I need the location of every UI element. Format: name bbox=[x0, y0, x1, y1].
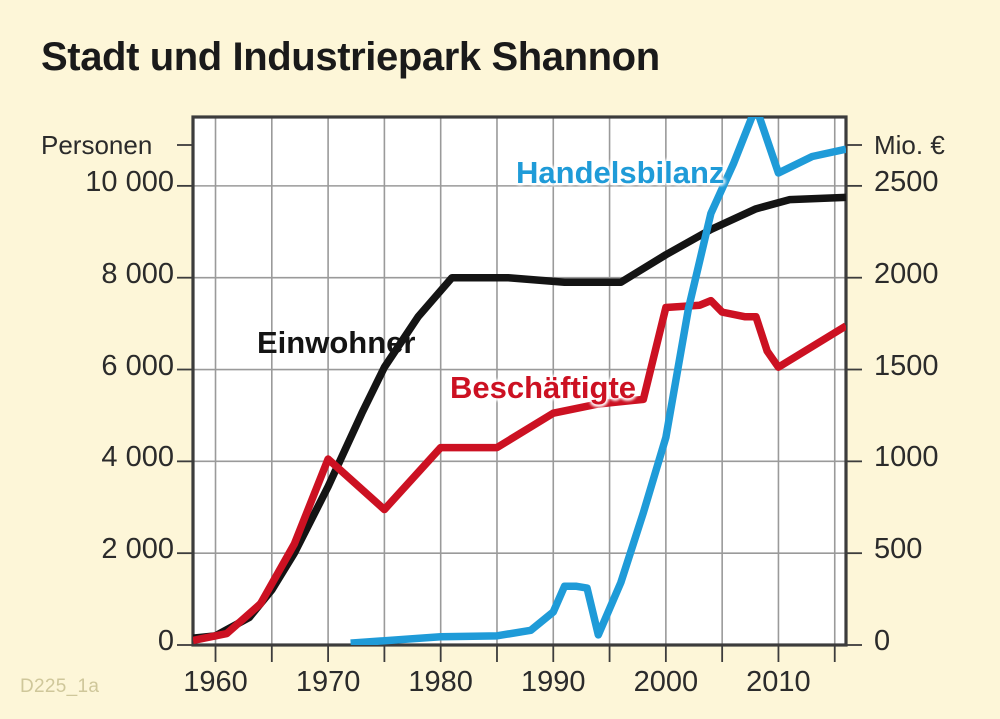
y-axis-tick-label-right: 1000 bbox=[874, 441, 939, 474]
left-axis-unit-label: Personen bbox=[41, 130, 153, 160]
plot-area-background bbox=[193, 117, 846, 645]
y-axis-tick-label-right: 500 bbox=[874, 533, 923, 566]
page-title: Stadt und Industriepark Shannon bbox=[41, 35, 660, 79]
series-label-handelsbilanz: Handelsbilanz bbox=[516, 155, 725, 190]
x-axis-tick-label: 2010 bbox=[746, 666, 811, 698]
series-line-handelsbilanz bbox=[350, 117, 846, 645]
series-group bbox=[193, 117, 846, 645]
x-axis-tick-label: 2000 bbox=[633, 666, 699, 698]
series-label-einwohner: Einwohner bbox=[257, 325, 416, 360]
figure-code: D225_1a bbox=[20, 676, 100, 697]
y-axis-tick-label-left: 0 bbox=[157, 625, 174, 657]
right-axis-unit-label: Mio. € bbox=[874, 130, 945, 160]
x-axis-tick-label: 1960 bbox=[183, 666, 248, 698]
x-axis-tick-label: 1980 bbox=[408, 666, 473, 698]
x-axis-tick-label: 1970 bbox=[295, 666, 361, 698]
y-axis-tick-label-left: 10 000 bbox=[85, 165, 174, 198]
y-axis-tick-label-left: 4 000 bbox=[101, 441, 174, 474]
plot-frame bbox=[191, 115, 848, 647]
y-axis-tick-label-right: 0 bbox=[874, 625, 891, 657]
series-line-beschftigte bbox=[193, 296, 846, 645]
y-axis-tick-label-right: 2500 bbox=[874, 165, 939, 198]
y-axis-tick-label-right: 2000 bbox=[874, 257, 939, 290]
y-axis-tick-label-left: 2 000 bbox=[101, 533, 174, 566]
series-label-beschftigte: Beschäftigte bbox=[450, 370, 637, 405]
y-axis-tick-label-left: 6 000 bbox=[101, 349, 174, 382]
x-axis-tick-label: 1990 bbox=[521, 666, 586, 698]
y-axis-tick-label-right: 1500 bbox=[874, 349, 939, 382]
y-axis-tick-label-left: 8 000 bbox=[101, 257, 174, 290]
